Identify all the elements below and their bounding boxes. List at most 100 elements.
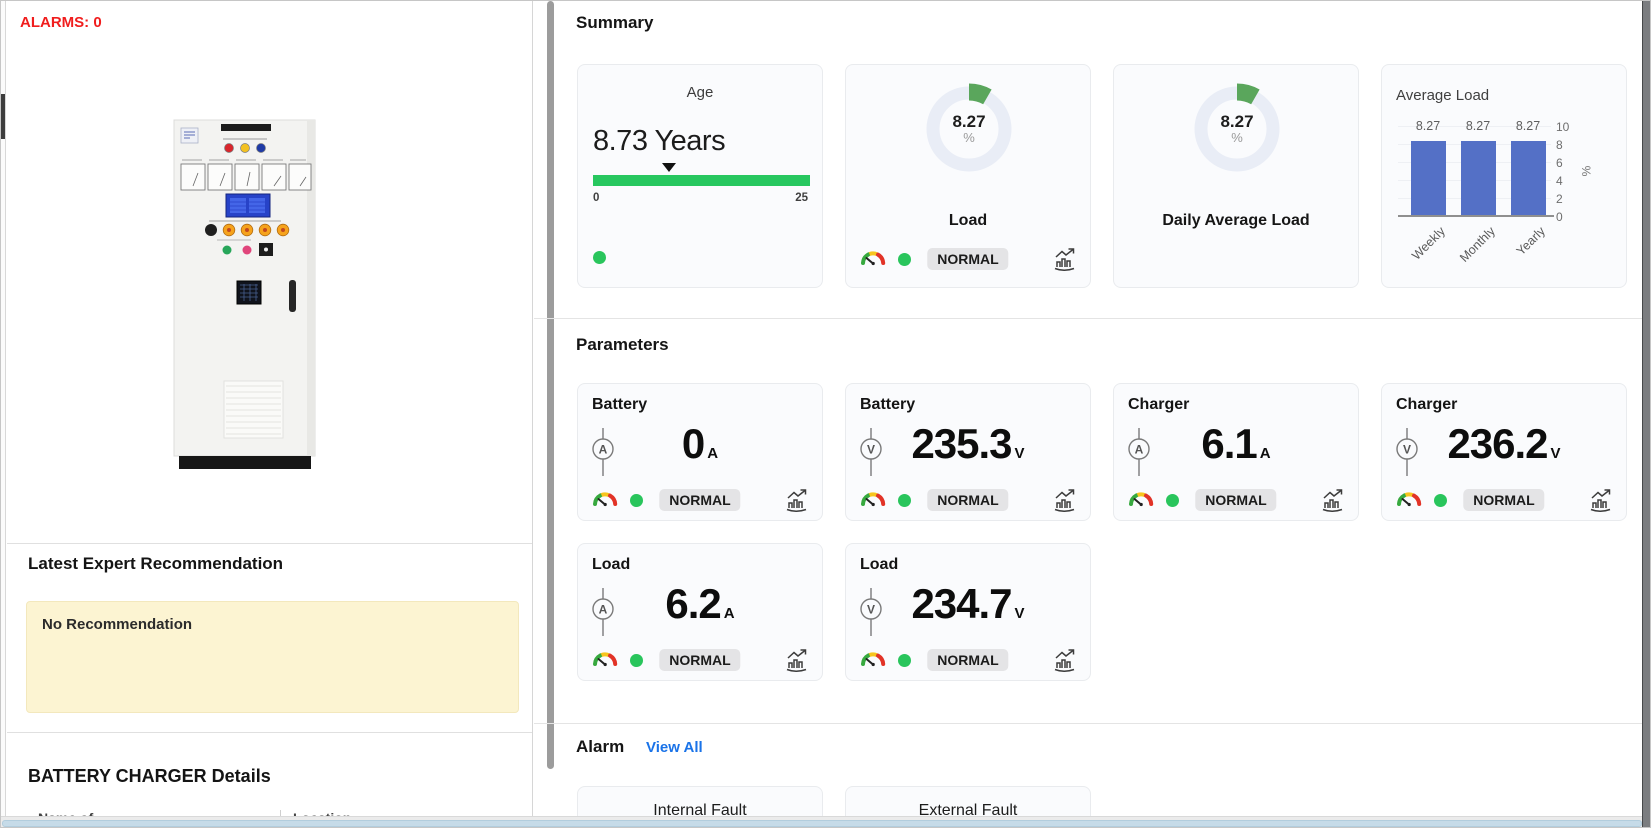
recommendation-message: No Recommendation [42,616,193,633]
meter-icon: A [1128,428,1150,476]
expert-recommendation-heading: Latest Expert Recommendation [28,554,284,573]
bar-value-label: 8.27 [1465,119,1491,133]
bar-value-label: 8.27 [1515,119,1541,133]
load-donut-chart: 8.27 % [923,83,1015,175]
alarm-card-internal-fault: Internal Fault [577,786,823,816]
meter-icon: V [860,588,882,636]
status-badge: NORMAL [1463,489,1545,511]
param-value: 236.2 V [1447,420,1561,467]
trend-chart-icon[interactable] [784,489,808,512]
age-scale-bar [593,175,810,186]
age-marker [661,163,676,172]
trend-chart-icon[interactable] [1588,489,1612,512]
meter-letter: V [867,603,875,617]
left-divider-1 [7,543,532,544]
param-value: 6.2 A [665,580,735,627]
gauge-icon [861,652,886,668]
trend-chart-icon[interactable] [1052,649,1076,672]
y-tick: 4 [1556,174,1563,188]
bar-chart-title: Average Load [1396,87,1490,104]
y-tick: 2 [1556,192,1563,206]
x-tick-yearly: Yearly [1513,224,1548,259]
status-dot [630,494,643,507]
meter-letter: V [1403,443,1411,457]
status-badge: NORMAL [1195,489,1277,511]
status-dot [593,251,606,264]
param-unit: V [1014,445,1025,462]
gauge-icon [593,492,618,508]
status-dot [1166,494,1179,507]
meter-letter: V [867,443,875,457]
horizontal-scrollbar-thumb[interactable] [2,820,1642,827]
section-divider [534,723,1646,724]
param-value: 235.3 V [911,420,1025,467]
details-table-partial: Name of Location [26,810,519,816]
trend-chart-icon[interactable] [1052,489,1076,512]
y-tick: 6 [1556,156,1563,170]
alarm-card-label: Internal Fault [653,802,747,816]
age-card: Age 8.73 Years 0 25 [577,64,823,288]
param-card-load-current: Load A 6.2 A NORMAL [577,543,823,681]
meter-letter: A [599,443,608,457]
average-load-chart-card: Average Load 8.27 8.27 8.27 0 2 4 6 8 10… [1381,64,1627,288]
daily-percent-value: 8.27 [1220,112,1254,132]
view-all-link[interactable]: View All [646,739,703,756]
panel-scrollbar-thumb[interactable] [547,1,554,769]
alarm-heading: Alarm [576,737,625,756]
trend-chart-icon[interactable] [784,649,808,672]
y-tick: 0 [1556,210,1563,224]
status-dot [1434,494,1447,507]
param-unit: V [1550,445,1561,462]
daily-card-label: Daily Average Load [1162,212,1310,229]
x-tick-monthly: Monthly [1457,224,1498,265]
horizontal-scrollbar[interactable] [1,816,1644,827]
alarm-card-label: External Fault [918,802,1018,816]
trend-chart-icon[interactable] [1052,248,1076,271]
recommendation-box: No Recommendation [26,601,519,713]
status-badge: NORMAL [927,649,1009,671]
meter-icon: V [860,428,882,476]
gauge-icon [861,492,886,508]
gauge-icon [1129,492,1154,508]
bar-yearly [1511,141,1546,215]
meter-letter: A [599,603,608,617]
left-edge-scrollbar-thumb[interactable] [1,94,5,139]
param-title: Load [592,556,631,573]
average-load-bar-chart: 8.27 8.27 8.27 0 2 4 6 8 10 % Weekly Mon… [1398,119,1593,265]
age-scale-max: 25 [795,192,808,204]
age-value: 8.73 Years [593,125,726,157]
status-badge: NORMAL [927,489,1009,511]
meter-icon: V [1396,428,1418,476]
window-scrollbar[interactable] [1642,1,1650,827]
daily-average-load-card: 8.27 % Daily Average Load [1113,64,1359,288]
load-percent-value: 8.27 [952,112,986,132]
parameters-heading: Parameters [576,335,669,354]
gauge-icon [1397,492,1422,508]
daily-average-load-donut-chart: 8.27 % [1191,83,1283,175]
param-card-battery-voltage: Battery V 235.3 V NORMAL [845,383,1091,521]
param-unit: A [707,445,719,462]
gauge-icon [861,251,886,267]
equipment-panel: ALARMS: 0 [7,1,533,816]
summary-heading: Summary [576,13,654,32]
bar-monthly [1461,141,1496,215]
status-badge: NORMAL [659,649,741,671]
param-unit: A [723,605,735,622]
daily-percent-unit: % [1231,130,1243,146]
meter-icon: A [592,588,614,636]
details-heading: BATTERY CHARGER Details [28,766,271,786]
param-title: Battery [592,396,648,413]
status-dot [630,654,643,667]
param-unit: V [1014,605,1025,622]
age-card-title: Age [686,84,714,101]
x-axis-line [1398,215,1554,217]
meter-icon: A [592,428,614,476]
trend-chart-icon[interactable] [1320,489,1344,512]
left-edge-scrollbar[interactable] [1,1,6,816]
y-tick: 10 [1556,120,1570,134]
dashboard-panel: Summary Age 8.73 Years 0 25 8.27 % [534,1,1646,816]
details-col-1: Name of [26,810,280,816]
alarms-count-label: ALARMS: 0 [20,14,102,31]
y-tick: 8 [1556,138,1563,152]
